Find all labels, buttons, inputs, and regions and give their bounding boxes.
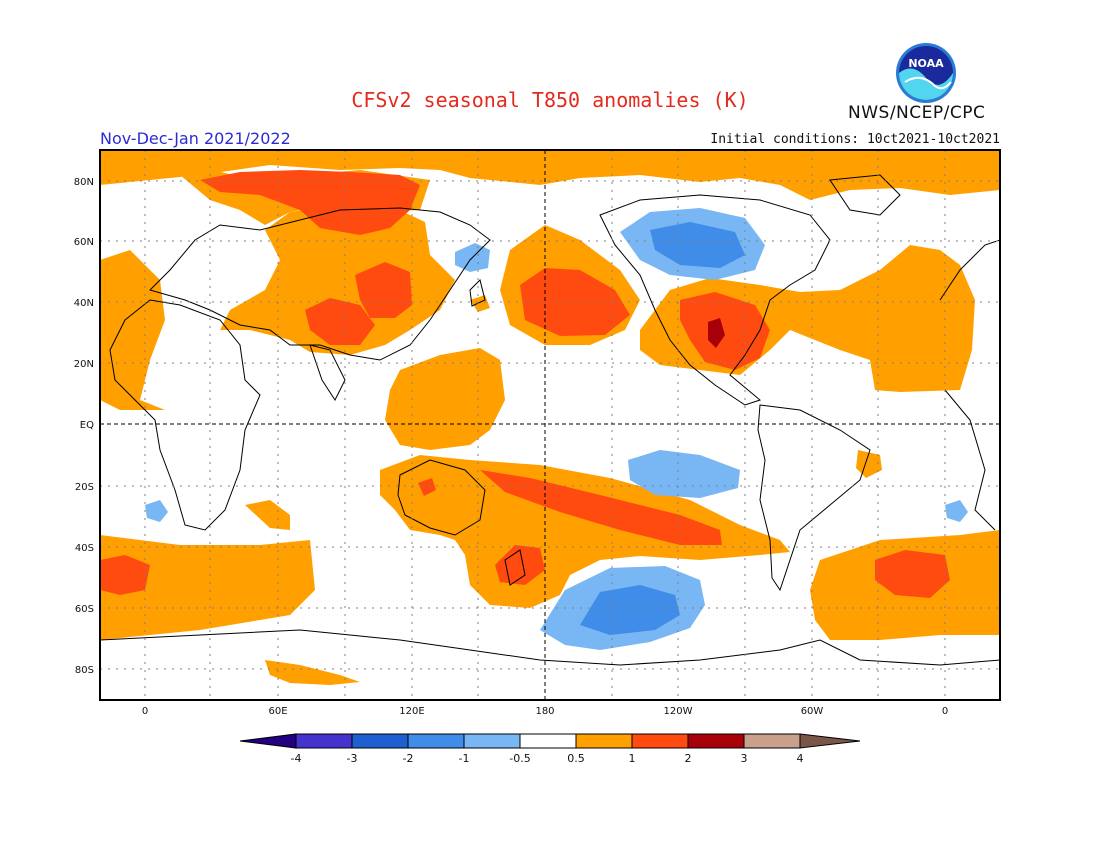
lat-label: EQ	[80, 420, 94, 431]
siberia-hot	[200, 170, 420, 235]
colorbar-tick-label: 2	[685, 752, 692, 765]
map-panel	[100, 150, 1000, 700]
lat-label: 60S	[75, 604, 94, 615]
lat-label: 40S	[75, 543, 94, 554]
reference-lines	[100, 150, 1000, 700]
coastlines	[100, 174, 1000, 666]
coast-europe-west	[939, 239, 1000, 301]
anomaly-regions-red	[100, 170, 950, 598]
coast-australia	[397, 459, 486, 536]
coast-africa	[109, 299, 261, 531]
lat-label: 80N	[74, 177, 94, 188]
colorbar-box	[631, 733, 689, 749]
coast-japan	[469, 279, 486, 307]
colorbar-tick-label: 0.5	[567, 752, 585, 765]
colorbar	[239, 733, 861, 749]
colorbar-tick-label: -1	[459, 752, 470, 765]
colorbar-tick-label: 4	[797, 752, 804, 765]
eurasia-warm	[220, 205, 455, 355]
colorbar-box	[295, 733, 353, 749]
organization-label: NWS/NCEP/CPC	[848, 103, 986, 123]
middle-east-hot	[305, 298, 375, 345]
map-title: CFSv2 seasonal T850 anomalies (K)	[351, 88, 749, 112]
south-pacific-warm	[380, 455, 790, 608]
colorbar-tick-label: -0.5	[509, 752, 530, 765]
south-pacific-hot	[480, 470, 722, 545]
longitude-labels: 0 60E 120E 180 120W 60W 0	[142, 706, 948, 717]
colorbar-box	[519, 733, 577, 749]
lon-label: 0	[942, 706, 948, 717]
colorbar-tick-label: -2	[403, 752, 414, 765]
antarctic-indian-warm	[265, 660, 360, 685]
colorbar-labels: -4 -3 -2 -1 -0.5 0.5 1 2 3 4	[291, 752, 804, 765]
coast-greenland	[829, 174, 901, 216]
gridlines	[100, 150, 1000, 700]
lat-label: 40N	[74, 298, 94, 309]
lat-label: 20S	[75, 482, 94, 493]
coast-antarctica	[100, 629, 1000, 666]
latitude-labels: 80N 60N 40N 20N EQ 20S 40S 60S 80S	[74, 177, 94, 676]
australia-hot	[418, 478, 436, 496]
colorbar-tick-label: 3	[741, 752, 748, 765]
southern-ocean-warm-atlantic	[100, 535, 315, 640]
lon-label: 180	[535, 706, 554, 717]
europe-west-warm	[100, 250, 165, 410]
colorbar-box	[351, 733, 409, 749]
colorbar-tick-label: 1	[629, 752, 636, 765]
colorbar-box	[743, 733, 801, 749]
coast-new-zealand	[504, 549, 526, 586]
colorbar-box	[575, 733, 633, 749]
south-atlantic-east-hot	[875, 550, 950, 598]
canada-cold	[650, 222, 745, 268]
coast-africa-east	[944, 389, 996, 531]
colorbar-box	[463, 733, 521, 749]
map-frame	[99, 149, 1001, 701]
colorbar-tick-label: -3	[347, 752, 358, 765]
colorbar-box	[407, 733, 465, 749]
coast-south-america	[757, 404, 871, 592]
initial-conditions-label: Initial conditions: 10ct2021-10ct2021	[710, 132, 1000, 147]
anomaly-regions-darkred	[708, 318, 725, 348]
noaa-logo: NOAA	[896, 43, 956, 103]
lon-label: 0	[142, 706, 148, 717]
coast-india	[309, 344, 346, 402]
logo-text: NOAA	[908, 57, 944, 70]
lat-label: 80S	[75, 665, 94, 676]
north-pacific-hot	[520, 268, 630, 336]
south-atlantic-hot	[100, 555, 150, 595]
coast-eurasia	[149, 207, 491, 361]
period-label: Nov-Dec-Jan 2021/2022	[100, 129, 291, 148]
arctic-band	[100, 150, 1000, 200]
australia-south-warm	[245, 500, 290, 530]
colorbar-tick-label: -4	[291, 752, 302, 765]
colorbar-arrow-low	[239, 733, 297, 749]
southern-ocean-cold	[580, 585, 680, 635]
texas-very-hot	[708, 318, 725, 348]
coast-north-america	[599, 194, 831, 406]
lat-label: 60N	[74, 237, 94, 248]
lat-label: 20N	[74, 359, 94, 370]
lon-label: 60W	[801, 706, 824, 717]
south-atlantic-east-cool	[945, 500, 968, 522]
lon-label: 120W	[664, 706, 693, 717]
central-asia-hot	[355, 262, 412, 318]
colorbar-box	[687, 733, 745, 749]
south-atlantic-cool	[145, 500, 168, 522]
south-pacific-cool	[628, 450, 740, 498]
lon-label: 120E	[399, 706, 424, 717]
anomaly-regions-blue	[580, 222, 745, 635]
lon-label: 60E	[268, 706, 287, 717]
colorbar-arrow-high	[799, 733, 861, 749]
